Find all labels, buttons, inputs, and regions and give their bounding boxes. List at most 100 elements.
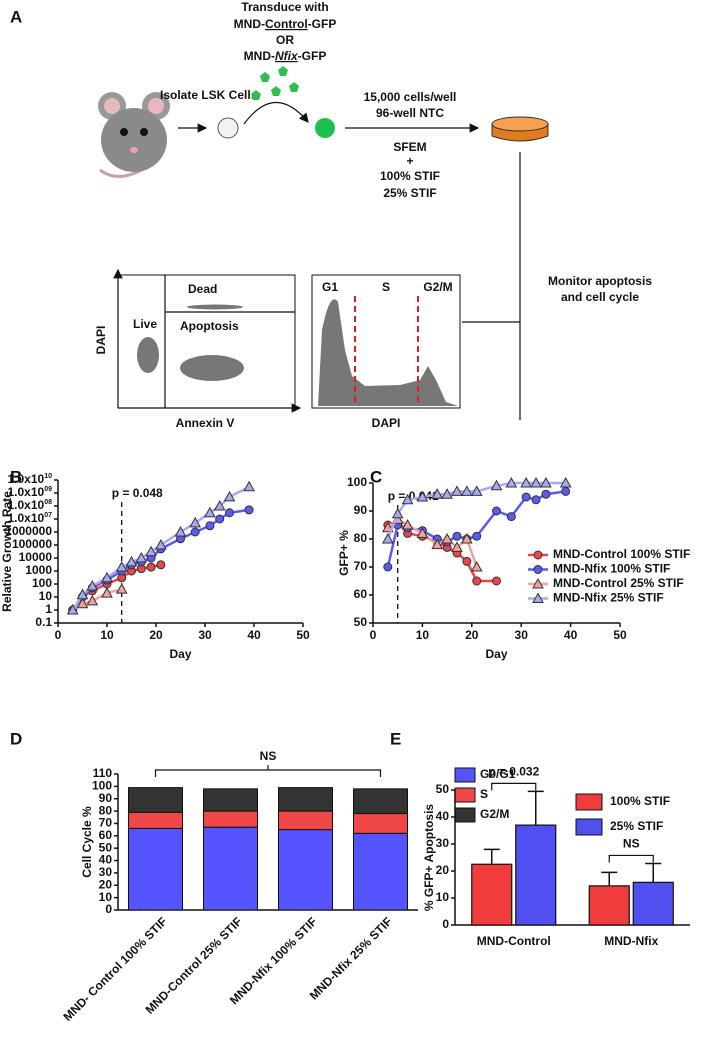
marker: [490, 479, 503, 491]
y-axis-title: GFP+ %: [337, 530, 351, 576]
legend-swatch: [575, 793, 603, 811]
cell: [315, 118, 335, 138]
legend-label: G0/G1: [480, 767, 516, 781]
x-tick-label: 30: [515, 628, 529, 642]
y-axis-title: % GFP+ Apoptosis: [422, 804, 436, 912]
tick-exponent: 09: [44, 486, 52, 493]
marker: [391, 507, 404, 519]
y-tick-label: 1.0x1009: [8, 485, 53, 499]
legend-swatch: [454, 767, 476, 783]
y-tick-label: 40: [436, 809, 450, 823]
marker: [189, 516, 202, 528]
step-label: and cell cycle: [561, 290, 639, 304]
marker: [533, 550, 543, 560]
tick-base: 1.0x10: [8, 498, 45, 512]
y-tick-label: 50: [99, 840, 113, 854]
text: MND-: [244, 49, 275, 63]
marker: [225, 508, 234, 518]
marker: [244, 505, 254, 515]
tick-exponent: 10: [44, 473, 52, 480]
construct-label: MND-Nfix-GFP: [244, 49, 327, 63]
bar: [471, 863, 513, 926]
marker: [506, 512, 516, 522]
y-tick-label: 60: [99, 828, 113, 842]
phase-label: G1: [322, 280, 338, 294]
marker: [540, 476, 552, 488]
marker: [223, 490, 236, 502]
annotation: NS: [623, 837, 640, 851]
error-bar: [601, 871, 618, 886]
y-tick-label: 110: [93, 766, 113, 780]
series-line: [71, 508, 250, 611]
x-tick-label: MND-Nfix 100% STIF: [227, 914, 320, 1007]
y-tick-label: 10: [99, 890, 113, 904]
bar: [588, 885, 630, 926]
marker: [521, 492, 531, 502]
y-tick-label: 100: [32, 576, 52, 590]
marker: [416, 527, 429, 538]
y-tick-label: 30: [99, 865, 113, 879]
x-tick-label: 10: [100, 628, 114, 642]
marker: [461, 532, 473, 544]
bar-segment: [278, 829, 333, 911]
marker: [431, 488, 444, 499]
marker: [155, 538, 167, 550]
marker: [530, 476, 542, 488]
y-tick-label: 1.0x1008: [8, 498, 53, 512]
y-tick-label: 100000: [12, 537, 52, 551]
legend-swatch: [454, 787, 476, 803]
marker: [472, 576, 482, 586]
tick-base: 1.0x10: [8, 485, 45, 499]
marker: [470, 560, 483, 572]
x-tick-label: 0: [55, 628, 62, 642]
x-tick-label: 40: [247, 628, 261, 642]
marker: [115, 561, 128, 572]
x-tick-label: 40: [564, 628, 578, 642]
marker: [76, 597, 89, 609]
marker: [561, 486, 571, 496]
marker: [145, 545, 157, 557]
error-bar: [483, 848, 500, 865]
marker: [492, 506, 501, 516]
y-tick-label: 90: [99, 791, 113, 805]
text: Control: [265, 17, 308, 31]
error-bar: [645, 862, 662, 883]
bar-segment: [203, 810, 258, 828]
legend-label: 100% STIF: [610, 794, 670, 808]
marker: [174, 525, 187, 537]
marker: [559, 476, 572, 488]
bar-segment: [128, 827, 183, 911]
legend-label: G2/M: [480, 807, 509, 821]
tick-exponent: 07: [44, 512, 52, 519]
error-bar: [527, 790, 544, 826]
phase-label: G2/M: [423, 280, 452, 294]
bar-segment: [128, 811, 183, 829]
bracket: [491, 782, 537, 791]
bar: [515, 824, 557, 926]
marker: [462, 556, 472, 566]
marker: [125, 555, 138, 567]
marker: [520, 476, 532, 488]
cell: [217, 117, 239, 139]
y-tick-label: 60: [354, 587, 368, 601]
phase-label: S: [382, 280, 390, 294]
legend-label: MND-Nfix 100% STIF: [553, 562, 670, 576]
histogram-plot: [311, 274, 461, 409]
axis-label: Annexin V: [176, 416, 235, 430]
panel-a: A Transduce with MND-Control-GFP OR MND-…: [10, 0, 652, 430]
marker: [76, 588, 89, 600]
marker: [461, 485, 473, 496]
y-tick-label: 90: [354, 503, 368, 517]
marker: [533, 565, 543, 574]
annotation: p = 0.048: [112, 486, 163, 500]
y-tick-label: 70: [354, 559, 368, 573]
marker: [101, 587, 113, 598]
marker: [156, 560, 166, 570]
marker: [215, 514, 225, 524]
tick-base: 1.0x10: [8, 511, 45, 525]
marker: [146, 562, 156, 572]
marker: [531, 495, 541, 505]
tick-base: 1.0x10: [8, 472, 45, 486]
y-tick-label: 1.0x1010: [8, 472, 53, 486]
marker: [243, 480, 255, 492]
